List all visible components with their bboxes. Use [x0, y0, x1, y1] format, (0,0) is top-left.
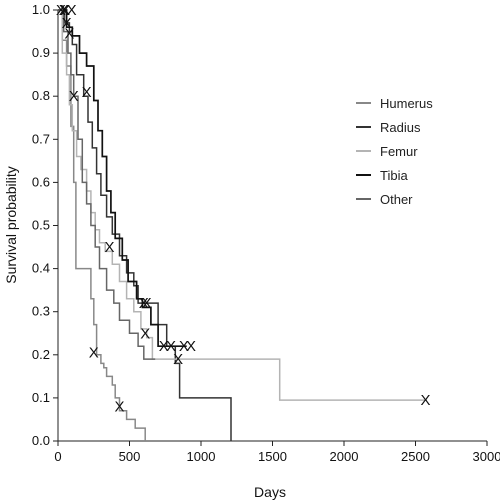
series-line-radius — [58, 9, 232, 441]
y-tick-label: 0.9 — [32, 45, 50, 60]
legend-label-tibia: Tibia — [380, 168, 408, 183]
y-axis-label: Survival probability — [3, 166, 19, 284]
x-tick-label: 3000 — [473, 449, 500, 464]
censor-mark-humerus: X — [114, 399, 124, 416]
series-line-humerus — [58, 9, 146, 441]
legend-label-other: Other — [380, 192, 413, 207]
censor-mark-tibia: X — [82, 84, 92, 101]
censor-mark-humerus: X — [89, 345, 99, 362]
y-tick-label: 0.7 — [32, 131, 50, 146]
x-tick-label: 2000 — [330, 449, 359, 464]
censor-mark-tibia: X — [166, 338, 176, 355]
censor-mark-radius: X — [139, 295, 149, 312]
y-tick-label: 0.2 — [32, 347, 50, 362]
y-tick-label: 0.3 — [32, 304, 50, 319]
censor-mark-tibia: X — [67, 2, 77, 19]
series-layer — [58, 9, 427, 441]
series-line-other — [58, 9, 156, 360]
x-tick-label: 1000 — [187, 449, 216, 464]
x-axis-label: Days — [254, 484, 286, 500]
censor-mark-tibia: X — [104, 239, 114, 256]
x-tick-label: 1500 — [258, 449, 287, 464]
y-tick-label: 0.5 — [32, 218, 50, 233]
censor-mark-tibia: X — [159, 338, 169, 355]
censor-mark-tibia: X — [59, 2, 69, 19]
legend-label-radius: Radius — [380, 120, 421, 135]
x-tick-label: 500 — [119, 449, 141, 464]
legend-label-humerus: Humerus — [380, 96, 433, 111]
y-tick-label: 0.0 — [32, 433, 50, 448]
legend-label-femur: Femur — [380, 144, 418, 159]
censor-mark-other: X — [140, 325, 150, 342]
series-line-tibia — [58, 9, 187, 348]
censor-mark-radius: X — [173, 351, 183, 368]
censor-mark-radius: X — [64, 26, 74, 43]
y-tick-label: 0.6 — [32, 174, 50, 189]
censor-mark-radius: X — [56, 2, 66, 19]
censor-mark-other: X — [69, 88, 79, 105]
censor-mark-radius: X — [60, 2, 70, 19]
censor-mark-tibia: X — [142, 295, 152, 312]
axes: 0 500 1000 1500 2000 2500 3000 0.0 0.1 0.2 0.3 0.4 0… — [32, 2, 500, 464]
censor-mark-tibia: X — [179, 338, 189, 355]
censor-mark-tibia: X — [186, 338, 196, 355]
censor-mark-femur: X — [421, 392, 431, 409]
censor-mark-other: X — [62, 15, 72, 32]
legend: Humerus Radius Femur Tibia Other — [356, 96, 433, 207]
series-line-femur — [58, 9, 427, 401]
x-tick-label: 0 — [54, 449, 61, 464]
y-tick-label: 0.8 — [32, 88, 50, 103]
y-tick-label: 0.4 — [32, 261, 50, 276]
x-tick-label: 2500 — [401, 449, 430, 464]
y-tick-label: 1.0 — [32, 2, 50, 17]
y-tick-label: 0.1 — [32, 390, 50, 405]
